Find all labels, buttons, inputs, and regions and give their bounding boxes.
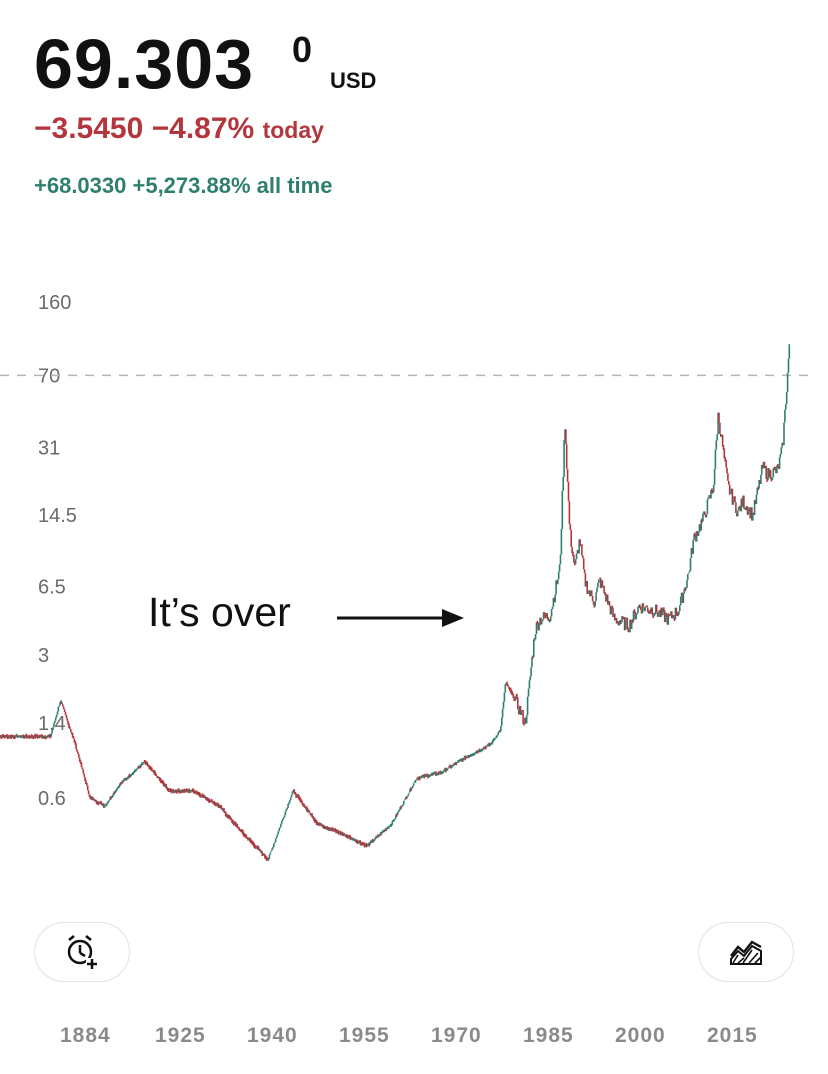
- change-today-percent: −4.87%: [151, 112, 255, 145]
- change-today-label: today: [262, 117, 324, 143]
- chart-type-button[interactable]: [698, 922, 794, 982]
- y-tick-label: 31: [38, 438, 60, 460]
- annotation-arrow: [337, 609, 464, 627]
- y-tick-label: 1.4: [38, 713, 66, 735]
- annotation-text: It’s over: [148, 589, 291, 635]
- x-tick-label: 1925: [155, 1024, 206, 1047]
- alarm-button[interactable]: [34, 922, 130, 982]
- price-chart[interactable]: 160 70 31 14.5 6.5 3 1.4 0.6 It’s over: [0, 270, 828, 900]
- alarm-plus-icon: [67, 935, 98, 970]
- y-tick-label: 14.5: [38, 505, 77, 527]
- chart-type-icon: [730, 940, 762, 965]
- x-tick-label: 1955: [339, 1024, 390, 1047]
- currency-label: USD: [330, 68, 377, 93]
- change-all-time: +68.0330 +5,273.88% all time: [34, 173, 333, 198]
- y-tick-label: 70: [38, 365, 60, 387]
- x-tick-label: 1884: [60, 1024, 111, 1047]
- x-tick-label: 1940: [247, 1024, 298, 1047]
- change-today: −3.5450 −4.87% today: [34, 112, 324, 146]
- x-tick-label: 2015: [707, 1024, 758, 1047]
- x-tick-label: 1970: [431, 1024, 482, 1047]
- x-tick-label: 2000: [615, 1024, 666, 1047]
- x-tick-label: 1985: [523, 1024, 574, 1047]
- y-tick-label: 6.5: [38, 576, 66, 598]
- price-value: 69.303: [34, 25, 255, 103]
- change-today-value: −3.5450: [34, 112, 144, 145]
- price-series: [0, 344, 791, 861]
- y-tick-label: 3: [38, 645, 49, 667]
- price-superscript: 0: [292, 29, 313, 70]
- y-axis-labels: 160 70 31 14.5 6.5 3 1.4 0.6: [38, 292, 77, 810]
- y-tick-label: 160: [38, 292, 71, 314]
- y-tick-label: 0.6: [38, 788, 66, 810]
- x-axis-labels: 1884 1925 1940 1955 1970 1985 2000 2015: [0, 1024, 828, 1054]
